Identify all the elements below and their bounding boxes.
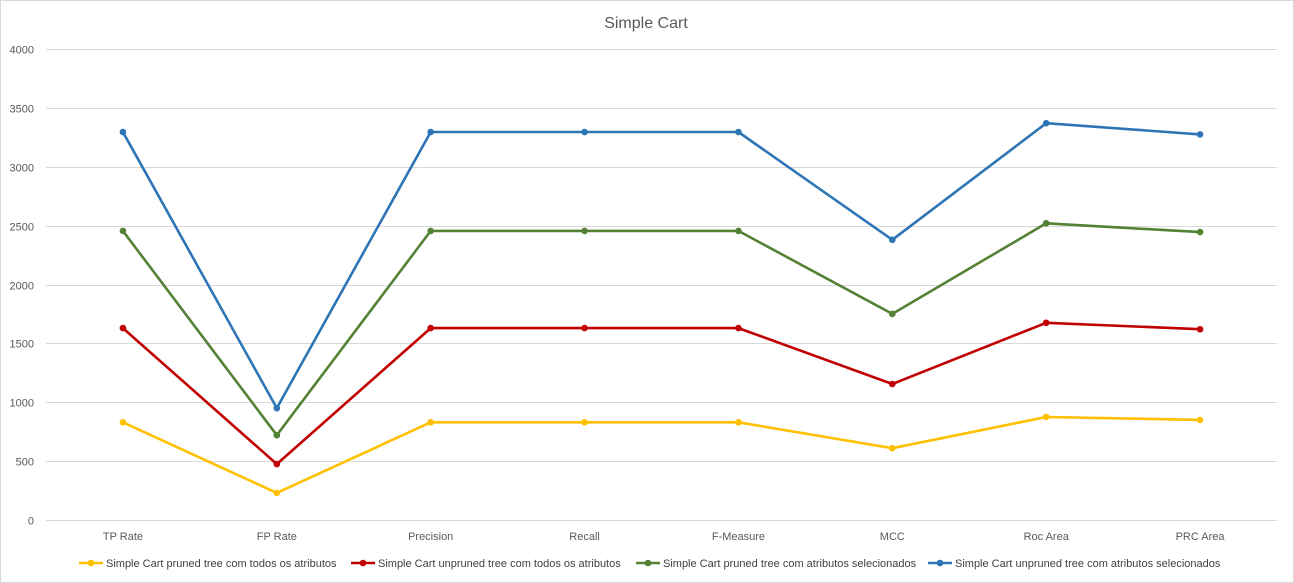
- data-point: [1196, 228, 1204, 236]
- data-point: [581, 324, 588, 332]
- data-point: [1196, 325, 1204, 333]
- data-point: [1042, 219, 1050, 227]
- data-point: [889, 236, 896, 244]
- data-point: [119, 128, 127, 136]
- data-point: [1042, 319, 1050, 327]
- chart-title: Simple Cart: [604, 15, 688, 32]
- y-tick-label: 4000: [10, 45, 34, 57]
- data-point: [427, 324, 434, 332]
- x-tick-label: FP Rate: [257, 531, 297, 543]
- y-tick-label: 1500: [10, 339, 34, 351]
- y-tick-label: 500: [16, 457, 34, 469]
- y-tick-label: 3000: [10, 163, 34, 175]
- legend-label: Simple Cart pruned tree com todos os atr…: [106, 558, 337, 570]
- data-point: [273, 489, 281, 497]
- legend-label: Simple Cart unpruned tree com todos os a…: [378, 558, 621, 570]
- gridlines: [46, 49, 1277, 521]
- data-point: [735, 227, 742, 235]
- data-point: [119, 418, 127, 426]
- data-point: [427, 418, 434, 426]
- data-point: [427, 227, 434, 235]
- x-tick-label: MCC: [880, 531, 905, 543]
- legend-item: Simple Cart pruned tree com todos os atr…: [79, 558, 337, 570]
- x-tick-label: Precision: [408, 531, 453, 543]
- data-point: [1196, 416, 1204, 424]
- legend-swatch-marker: [936, 559, 944, 567]
- legend-label: Simple Cart pruned tree com atributos se…: [663, 558, 917, 570]
- data-point: [427, 128, 434, 136]
- series-3: [119, 219, 1204, 439]
- data-point: [889, 310, 896, 318]
- x-tick-label: Roc Area: [1024, 531, 1070, 543]
- data-point: [735, 128, 742, 136]
- legend-item: Simple Cart unpruned tree com atributos …: [928, 558, 1221, 570]
- y-axis: 0 500 1000 1500 2000 2500 3000 3500 4000: [10, 45, 34, 528]
- y-tick-label: 1000: [10, 398, 34, 410]
- data-point: [581, 227, 588, 235]
- data-point: [1042, 413, 1050, 421]
- data-point: [1196, 131, 1204, 138]
- series-1: [119, 413, 1204, 497]
- data-point: [735, 418, 742, 426]
- data-point: [735, 324, 742, 332]
- x-tick-label: TP Rate: [103, 531, 143, 543]
- legend-item: Simple Cart pruned tree com atributos se…: [636, 558, 917, 570]
- data-point: [273, 404, 281, 412]
- series-line: [121, 121, 1201, 410]
- legend-swatch-marker: [87, 559, 95, 567]
- y-tick-label: 2000: [10, 281, 34, 293]
- data-point: [273, 460, 281, 468]
- data-point: [273, 431, 281, 439]
- legend: Simple Cart pruned tree com todos os atr…: [79, 558, 1221, 570]
- x-axis: TP Rate FP Rate Precision Recall F-Measure MC…: [103, 531, 1226, 543]
- legend-label: Simple Cart unpruned tree com atributos …: [955, 558, 1221, 570]
- data-point: [1042, 119, 1050, 127]
- series-group: [119, 119, 1204, 497]
- legend-swatch-marker: [644, 559, 652, 567]
- y-tick-label: 2500: [10, 222, 34, 234]
- x-tick-label: Recall: [569, 531, 600, 543]
- data-point: [119, 324, 127, 332]
- y-tick-label: 3500: [10, 104, 34, 116]
- x-tick-label: F-Measure: [712, 531, 765, 543]
- legend-item: Simple Cart unpruned tree com todos os a…: [351, 558, 621, 570]
- data-point: [889, 444, 896, 452]
- data-point: [581, 418, 588, 426]
- series-line: [122, 415, 1201, 495]
- series-2: [119, 319, 1204, 468]
- data-point: [889, 380, 896, 388]
- series-4: [119, 119, 1204, 412]
- data-point: [581, 128, 588, 136]
- legend-swatch-marker: [359, 559, 367, 567]
- data-point: [119, 227, 127, 235]
- y-tick-label: 0: [28, 516, 34, 528]
- series-line: [122, 321, 1201, 466]
- series-line: [121, 222, 1201, 437]
- x-tick-label: PRC Area: [1176, 531, 1226, 543]
